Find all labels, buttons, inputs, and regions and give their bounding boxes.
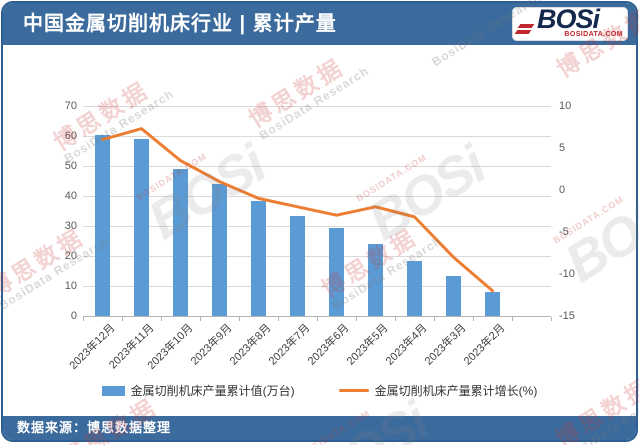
left-axis-tick-label: 10 — [64, 280, 77, 292]
x-axis-tick — [356, 317, 357, 321]
gridline — [83, 196, 551, 197]
right-axis-tick-label: -10 — [559, 268, 575, 280]
gridline — [83, 256, 551, 257]
bar — [290, 215, 305, 316]
bar — [329, 227, 344, 316]
x-axis-line — [83, 316, 551, 317]
left-axis-tick-label: 60 — [64, 130, 77, 142]
bar — [446, 275, 461, 316]
x-axis-tick — [83, 317, 84, 321]
right-axis-tick-label: 0 — [559, 184, 566, 196]
gridline — [83, 286, 551, 287]
x-axis-tick — [278, 317, 279, 321]
left-axis-tick-label: 0 — [70, 310, 77, 322]
gridline — [83, 106, 551, 107]
x-axis-tick — [473, 317, 474, 321]
right-axis-tick-label: 5 — [559, 142, 566, 154]
x-axis-tick — [200, 317, 201, 321]
bar — [368, 244, 383, 316]
bar — [212, 184, 227, 316]
x-axis-tick — [512, 317, 513, 321]
right-axis-tick-label: -5 — [559, 226, 569, 238]
bar-series-label: 金属切削机床产量累计值(万台) — [130, 384, 295, 398]
gridline — [83, 166, 551, 167]
bar — [173, 169, 188, 316]
chart-legend: 金属切削机床产量累计值(万台) 金属切削机床产量累计增长(%) — [3, 382, 636, 399]
legend-item-line-series: 金属切削机床产量累计增长(%) — [338, 382, 538, 399]
line-series-label: 金属切削机床产量累计增长(%) — [374, 384, 538, 398]
bar — [134, 139, 149, 316]
left-axis-tick-label: 30 — [64, 220, 77, 232]
x-axis-tick — [434, 317, 435, 321]
header-bar: 中国金属切削机床行业 | 累计产量 BOSi BOSIDATA.COM — [3, 3, 636, 45]
x-axis-tick — [317, 317, 318, 321]
x-axis-tick — [395, 317, 396, 321]
bar — [95, 134, 110, 316]
left-axis-tick-label: 70 — [64, 100, 77, 112]
bar — [251, 200, 266, 316]
gridline — [83, 136, 551, 137]
x-axis-tick — [161, 317, 162, 321]
x-axis-tick — [551, 317, 552, 321]
left-axis-tick-label: 40 — [64, 190, 77, 202]
logo-site-text: BOSIDATA.COM — [564, 31, 623, 38]
growth-line — [101, 127, 494, 293]
page-title: 中国金属切削机床行业 | 累计产量 — [23, 13, 337, 35]
x-axis-tick — [239, 317, 240, 321]
left-axis-tick-label: 50 — [64, 160, 77, 172]
chart-plot-area: 0 10 20 30 40 50 60 70 10 5 0 -5 -10 -15 2023年12月 2023年… — [3, 3, 636, 440]
logo-brand-text: BOSi — [537, 4, 600, 34]
right-axis-tick-label: -15 — [559, 310, 575, 322]
bar-series-swatch-icon — [101, 385, 125, 396]
bar — [407, 260, 422, 316]
bosi-logo: BOSi BOSIDATA.COM — [512, 4, 628, 41]
footer-bar: 数据来源：博思数据整理 — [3, 416, 636, 440]
left-axis-tick-label: 20 — [64, 250, 77, 262]
bar — [485, 292, 500, 316]
data-source-text: 数据来源：博思数据整理 — [17, 420, 172, 435]
right-axis-tick-label: 10 — [559, 100, 572, 112]
x-axis-tick — [122, 317, 123, 321]
line-series-swatch-icon — [338, 389, 369, 392]
legend-item-bar-series: 金属切削机床产量累计值(万台) — [101, 382, 295, 399]
gridline — [83, 226, 551, 227]
